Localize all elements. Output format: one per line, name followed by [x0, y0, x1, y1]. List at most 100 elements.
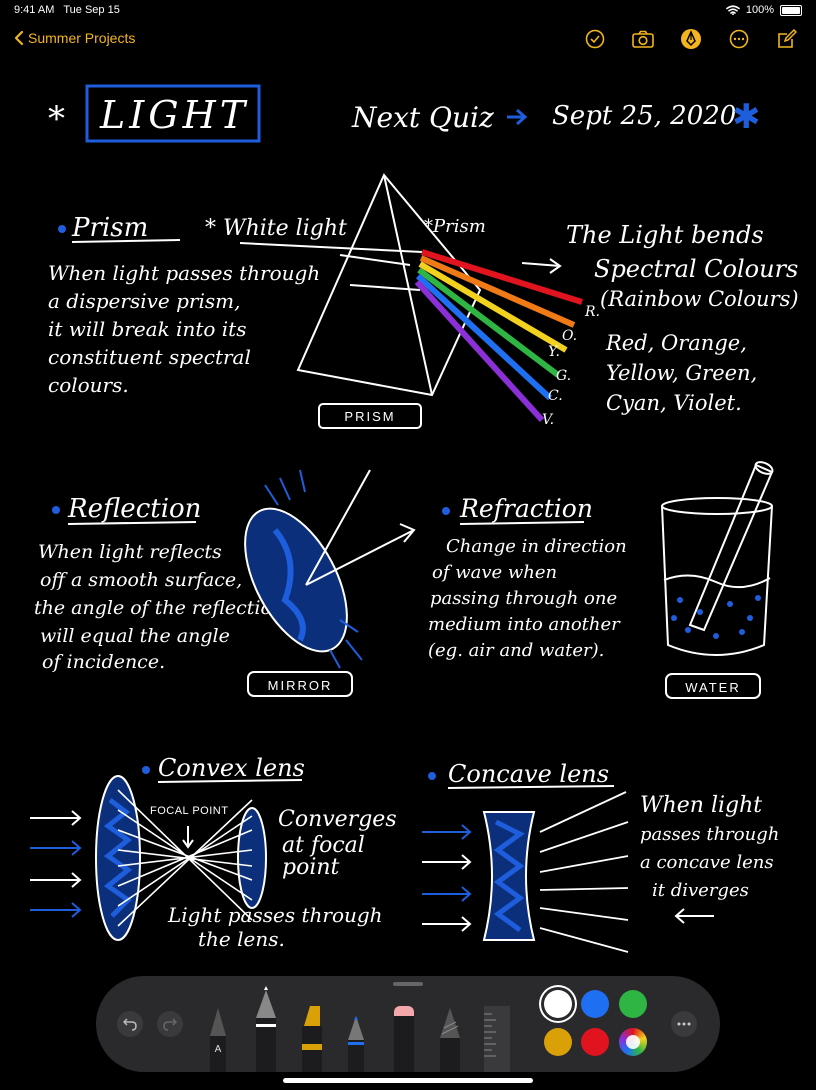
note-canvas[interactable]: * LIGHT Next Quiz Sept 25, 2020 ✱ Prism … — [0, 60, 816, 970]
wifi-icon — [726, 5, 740, 15]
bends-line: The Light bends — [566, 221, 764, 249]
water-box-label: WATER — [685, 680, 741, 695]
spectrum-letter: R. — [584, 304, 600, 320]
concave-underline — [447, 785, 615, 789]
spectrum-rays — [414, 249, 583, 423]
eraser-tool[interactable] — [394, 1006, 414, 1072]
colors-line: Cyan, Violet. — [606, 391, 742, 415]
chevron-left-icon — [14, 30, 24, 46]
bends-line: (Rainbow Colours) — [600, 287, 799, 311]
passes-line: Light passes through — [167, 903, 383, 927]
title-box — [85, 84, 261, 143]
prism-label: *Prism — [424, 216, 486, 237]
note-title: LIGHT — [99, 93, 249, 137]
convex-input-arrows — [30, 810, 82, 918]
concave-input-arrows — [422, 824, 472, 932]
color-swatch-red[interactable] — [581, 1028, 609, 1056]
reflection-underline — [67, 521, 197, 525]
reflection-body-line: of incidence. — [42, 651, 165, 673]
colors-line: Yellow, Green, — [606, 361, 757, 385]
svg-text:A: A — [215, 1044, 222, 1055]
convex-underline — [157, 779, 303, 783]
concave-heading: Concave lens — [448, 760, 609, 788]
pen-tip-circle-icon — [681, 29, 701, 49]
monoline-pen-tool[interactable]: A — [210, 1008, 226, 1072]
spectrum-letters: R. O. Y. G. C. V. — [542, 304, 600, 428]
compose-icon — [778, 29, 797, 48]
concave-body-line: a concave lens — [640, 852, 774, 873]
pencil-tool[interactable] — [348, 1016, 364, 1072]
redo-button[interactable] — [157, 1011, 183, 1037]
highlighter-tool[interactable] — [302, 1006, 322, 1072]
refraction-body: Change in direction of wave when passing… — [428, 536, 627, 661]
refraction-bullet — [442, 507, 450, 515]
prism-box — [318, 403, 422, 429]
title-asterisk: * — [48, 99, 65, 139]
color-swatch-blue[interactable] — [581, 990, 609, 1018]
lasso-tool[interactable] — [440, 1008, 460, 1072]
mirror-box-label: MIRROR — [268, 678, 333, 693]
camera-icon — [632, 30, 654, 48]
bends-line: Spectral Colours — [594, 255, 798, 283]
diverges-arrow — [674, 908, 714, 924]
quiz-date: Sept 25, 2020 — [552, 101, 736, 131]
status-date: Tue Sep 15 — [63, 4, 120, 16]
status-right: 100% — [726, 4, 802, 16]
reflection-body-line: off a smooth surface, — [40, 569, 242, 591]
compose-button[interactable] — [776, 28, 798, 50]
palette-grabber[interactable] — [393, 982, 423, 986]
refraction-body-line: passing through one — [430, 588, 617, 609]
reflection-bullet — [52, 506, 60, 514]
prism-box-label: PRISM — [344, 409, 395, 424]
concave-body-line: passes through — [640, 824, 779, 845]
palette-more-button[interactable] — [671, 1011, 697, 1037]
bends-arrow — [521, 258, 562, 274]
checkmark-circle-icon — [585, 29, 605, 49]
reflection-body-line: will equal the angle — [40, 625, 230, 647]
converges-line: Converges — [278, 807, 397, 832]
quiz-label: Next Quiz — [351, 101, 494, 134]
prism-body-line: colours. — [48, 373, 129, 397]
reflection-body-line: When light reflects — [38, 541, 222, 563]
color-swatch-green[interactable] — [619, 990, 647, 1018]
ellipsis-icon — [677, 1022, 691, 1026]
refraction-body-line: (eg. air and water). — [428, 640, 604, 661]
pen-tool[interactable] — [256, 986, 276, 1072]
prism-bullet — [58, 225, 66, 233]
spectrum-letter: C. — [548, 388, 563, 404]
checklist-button[interactable] — [584, 28, 606, 50]
concave-drawing — [482, 791, 629, 953]
prism-underline — [71, 239, 181, 243]
ellipsis-circle-icon — [729, 29, 749, 49]
focal-point-label: FOCAL POINT — [150, 805, 228, 817]
color-swatch-yellow[interactable] — [544, 1028, 572, 1056]
home-indicator[interactable] — [283, 1078, 533, 1083]
refraction-body-line: Change in direction — [446, 536, 627, 557]
spectrum-letter: O. — [562, 328, 577, 344]
convex-drawing — [95, 775, 267, 941]
reflection-body: When light reflects off a smooth surface… — [34, 541, 284, 673]
back-label: Summer Projects — [28, 30, 136, 46]
prism-heading: Prism — [71, 213, 148, 243]
ruler-tool[interactable] — [484, 1006, 510, 1072]
spectrum-letter: G. — [556, 368, 571, 384]
color-swatch-white[interactable] — [544, 990, 572, 1018]
refraction-body-line: medium into another — [428, 614, 621, 635]
refraction-heading: Refraction — [459, 494, 593, 523]
status-time: 9:41 AM — [14, 4, 55, 16]
reflection-body-line: the angle of the reflection — [34, 597, 284, 619]
more-button[interactable] — [728, 28, 750, 50]
redo-icon — [163, 1018, 177, 1031]
camera-button[interactable] — [632, 28, 654, 50]
converges-line: point — [282, 855, 340, 880]
status-time-date: 9:41 AM Tue Sep 15 — [14, 4, 120, 16]
undo-button[interactable] — [117, 1011, 143, 1037]
refraction-body-line: of wave when — [432, 562, 557, 583]
water-box — [665, 673, 761, 699]
color-picker-multicolor[interactable] — [619, 1028, 647, 1056]
color-picker-center — [626, 1035, 640, 1049]
markup-button[interactable] — [680, 28, 702, 50]
back-button[interactable]: Summer Projects — [14, 30, 135, 46]
refraction-underline — [459, 521, 585, 525]
prism-body: When light passes through a dispersive p… — [48, 261, 320, 397]
